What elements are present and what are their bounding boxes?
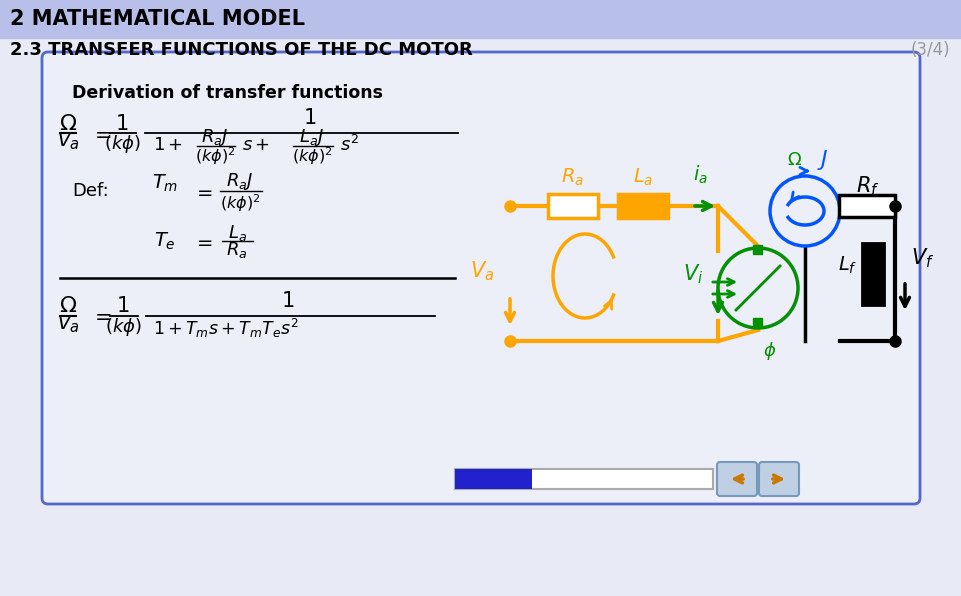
Text: $V_a$: $V_a$: [469, 259, 494, 283]
Text: $1$: $1$: [303, 108, 316, 128]
Text: $L_a$: $L_a$: [632, 167, 653, 188]
Bar: [455, 469, 531, 489]
Text: $T_e$: $T_e$: [154, 230, 176, 252]
Text: $R_a J$: $R_a J$: [201, 128, 229, 148]
Text: $i_a$: $i_a$: [692, 164, 706, 186]
Text: $T_m$: $T_m$: [152, 172, 178, 194]
Text: $\Omega$: $\Omega$: [787, 151, 801, 169]
Text: $\phi$: $\phi$: [763, 340, 776, 362]
Text: $R_a J$: $R_a J$: [226, 170, 254, 191]
Text: $=$: $=$: [90, 306, 111, 326]
Text: Derivation of transfer functions: Derivation of transfer functions: [72, 84, 382, 102]
Bar: [455, 469, 712, 489]
Text: $R_a$: $R_a$: [226, 240, 247, 260]
Bar: [548, 194, 598, 218]
Text: $(k\phi)^2$: $(k\phi)^2$: [291, 145, 332, 167]
Text: $1$: $1$: [116, 296, 130, 316]
Bar: [861, 243, 883, 305]
Bar: [839, 195, 895, 217]
Text: $L_a$: $L_a$: [228, 223, 246, 243]
Text: $s^2$: $s^2$: [339, 135, 358, 155]
Text: (3/4): (3/4): [909, 41, 949, 59]
Text: $J$: $J$: [816, 148, 828, 172]
Text: $1 + T_m s + T_m T_e s^2$: $1 + T_m s + T_m T_e s^2$: [153, 316, 298, 340]
Text: $(k\phi)$: $(k\phi)$: [105, 316, 141, 338]
Circle shape: [717, 248, 798, 328]
Text: $=$: $=$: [193, 182, 213, 200]
Text: $=$: $=$: [193, 231, 213, 250]
Bar: [752, 244, 762, 253]
Text: $s +$: $s +$: [242, 136, 270, 154]
Text: $V_i$: $V_i$: [682, 262, 702, 286]
Text: $=$: $=$: [90, 124, 111, 144]
Text: $(k\phi)^2$: $(k\phi)^2$: [219, 192, 259, 214]
Bar: [0, 0, 961, 38]
FancyBboxPatch shape: [716, 462, 756, 496]
Text: $L_f$: $L_f$: [837, 255, 856, 276]
Text: $1$: $1$: [115, 114, 129, 134]
Text: $R_f$: $R_f$: [855, 174, 878, 198]
Text: $V_f$: $V_f$: [910, 247, 933, 271]
FancyBboxPatch shape: [758, 462, 799, 496]
Text: $L_a J$: $L_a J$: [299, 128, 324, 148]
Text: $1$: $1$: [281, 291, 294, 311]
Text: $\Omega$: $\Omega$: [59, 114, 77, 134]
Text: $v_a$: $v_a$: [57, 132, 79, 152]
Text: 2 MATHEMATICAL MODEL: 2 MATHEMATICAL MODEL: [10, 9, 305, 29]
Text: 2.3 TRANSFER FUNCTIONS OF THE DC MOTOR: 2.3 TRANSFER FUNCTIONS OF THE DC MOTOR: [10, 41, 472, 59]
Bar: [617, 194, 667, 218]
Text: $v_a$: $v_a$: [57, 315, 79, 335]
Bar: [752, 318, 762, 327]
Text: $(k\phi)^2$: $(k\phi)^2$: [194, 145, 235, 167]
FancyBboxPatch shape: [42, 52, 919, 504]
Circle shape: [769, 176, 839, 246]
Text: Def:: Def:: [72, 182, 109, 200]
Text: $1+$: $1+$: [153, 136, 183, 154]
Text: $\Omega$: $\Omega$: [59, 296, 77, 316]
Text: $(k\phi)$: $(k\phi)$: [104, 133, 140, 155]
Text: $R_a$: $R_a$: [561, 167, 584, 188]
